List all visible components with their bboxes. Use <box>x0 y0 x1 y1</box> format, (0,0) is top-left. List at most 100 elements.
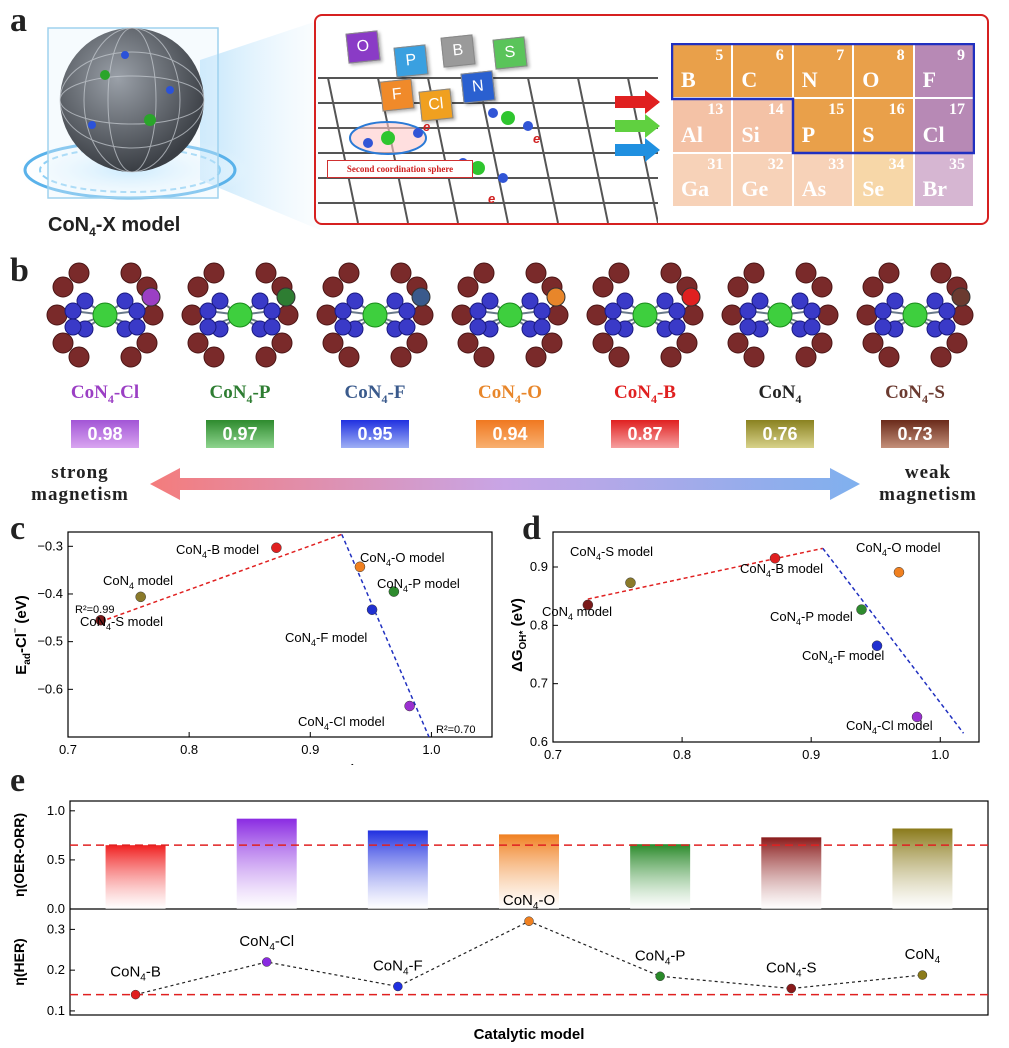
magnetic-value-box-6: 0.76 <box>746 420 814 448</box>
element-number: 17 <box>948 101 965 119</box>
element-symbol: P <box>801 121 816 147</box>
cobalt-atom <box>902 302 928 328</box>
model-label-3: CoN4-F <box>344 382 406 406</box>
bar <box>105 845 166 909</box>
carbon-atom <box>525 262 547 284</box>
panel-d-letter: d <box>522 510 541 547</box>
carbon-atom <box>390 262 412 284</box>
x-tick-label: 1.0 <box>931 747 949 762</box>
carbon-atom <box>878 346 900 368</box>
carbon-atom <box>946 332 968 354</box>
magnetic-value-box-3: 0.95 <box>341 420 409 448</box>
point-label: CoN4-F model <box>285 630 367 648</box>
point-label: CoN4-Cl model <box>846 718 933 736</box>
element-number: 33 <box>828 155 845 173</box>
element-cell-br: 35 Br <box>913 152 974 207</box>
svg-text:e: e <box>533 131 540 146</box>
weak-magnetism-label: weak magnetism <box>868 462 988 506</box>
nitrogen-atom <box>739 318 757 336</box>
nitrogen-atom <box>199 302 217 320</box>
nitrogen-atom <box>604 318 622 336</box>
carbon-atom <box>68 262 90 284</box>
element-symbol: F <box>922 67 937 93</box>
magnetic-value-box-7: 0.73 <box>881 420 949 448</box>
plot-frame <box>69 800 989 1016</box>
y-tick-label: −0.5 <box>37 634 63 649</box>
data-point <box>625 577 636 588</box>
carbon-atom <box>322 276 344 298</box>
carbon-atom <box>743 262 765 284</box>
fullerene-model-illustration <box>10 20 320 230</box>
nitrogen-atom <box>521 292 539 310</box>
her-point-label: CoN4-O <box>503 892 555 912</box>
carbon-atom <box>586 304 608 326</box>
carbon-atom <box>271 332 293 354</box>
nitrogen-atom <box>803 318 821 336</box>
her-point <box>655 971 665 982</box>
carbon-atom <box>203 346 225 368</box>
carbon-atom <box>451 304 473 326</box>
bar <box>761 837 822 909</box>
data-point <box>95 614 106 626</box>
panel-b-letter: b <box>10 252 29 289</box>
element-number: 34 <box>888 155 905 173</box>
carbon-atom <box>811 332 833 354</box>
her-point-label: CoN4 <box>905 946 941 966</box>
element-symbol: S <box>862 121 875 147</box>
molecule-7 <box>856 262 974 368</box>
tag-S: S <box>492 36 528 70</box>
carbon-atom <box>338 346 360 368</box>
element-number: 9 <box>956 47 965 64</box>
point-label: CoN4 model <box>103 573 173 591</box>
point-label: CoN4-O model <box>856 540 941 558</box>
y-tick-label: 0.2 <box>47 962 65 977</box>
tag-B: B <box>440 34 476 68</box>
element-symbol: Ge <box>741 175 769 201</box>
element-number: 15 <box>828 101 845 119</box>
nitrogen-atom <box>128 318 146 336</box>
point-label: CoN4-B model <box>740 561 823 579</box>
carbon-atom <box>473 262 495 284</box>
nitrogen-atom <box>616 292 634 310</box>
carbon-atom <box>727 276 749 298</box>
data-point <box>388 586 400 597</box>
y-axis-label: Ead-Cl⁻ (eV) <box>12 595 33 674</box>
her-point <box>917 970 928 980</box>
y-axis-label: ΔGOH* (eV) <box>509 598 529 672</box>
molecule-1 <box>46 262 164 368</box>
data-point <box>893 567 905 578</box>
carbon-atom <box>795 346 817 368</box>
x-tick-label: 1.0 <box>422 742 440 757</box>
panel-a-letter: a <box>10 2 27 39</box>
model-caption-sub: 4 <box>89 225 96 239</box>
cobalt-atom <box>767 302 793 328</box>
element-cell-se: 34 Se <box>853 152 914 207</box>
nitrogen-atom <box>668 318 686 336</box>
point-label: CoN4-O model <box>360 550 445 568</box>
carbon-atom <box>660 346 682 368</box>
nitrogen-atom <box>533 302 551 320</box>
carbon-atom <box>811 276 833 298</box>
data-point <box>354 561 366 573</box>
point-label: CoN4-P model <box>377 576 460 594</box>
nitrogen-atom <box>398 318 416 336</box>
nitrogen-atom <box>874 302 892 320</box>
nitrogen-atom <box>791 292 809 310</box>
nitrogen-atom <box>116 292 134 310</box>
x-axis-label: Catalytic model <box>474 1026 585 1043</box>
nitrogen-atom <box>533 318 551 336</box>
nitrogen-atom <box>251 292 269 310</box>
chart-e: 0.0 0.5 1.0 0.1 0.2 0.3 CoN4-B CoN4-Cl CoN4-F CoN… <box>11 800 989 1043</box>
carbon-atom <box>592 332 614 354</box>
element-number: 31 <box>707 155 724 173</box>
carbon-atom <box>541 332 563 354</box>
carbon-atom <box>878 262 900 284</box>
carbon-atom <box>181 304 203 326</box>
nitrogen-atom <box>739 302 757 320</box>
point-label: CoN4 model <box>542 604 612 622</box>
carbon-atom <box>142 304 164 326</box>
x-tick-label: 0.9 <box>301 742 319 757</box>
